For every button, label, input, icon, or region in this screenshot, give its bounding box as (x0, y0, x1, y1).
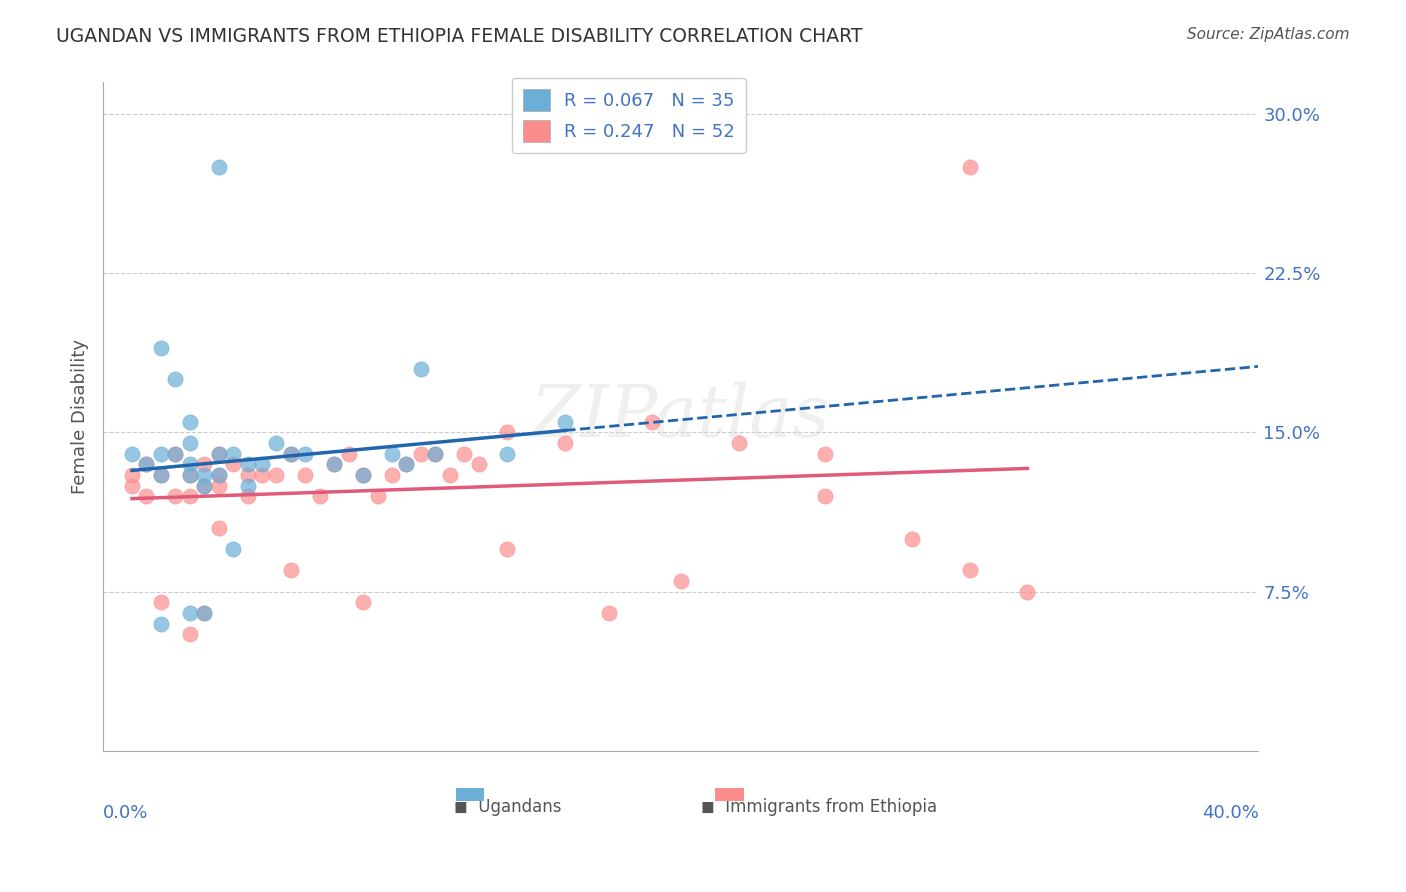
Point (669, 574, 692, 588)
Point (554, 415, 576, 429)
Point (439, 467, 461, 482)
Point (179, 415, 201, 429)
Point (208, 160, 231, 174)
Point (554, 436, 576, 450)
Point (280, 447, 302, 461)
Point (179, 458, 201, 472)
Point (193, 606, 215, 620)
Point (179, 627, 201, 641)
Point (352, 467, 374, 482)
Text: ◼  Immigrants from Ethiopia: ◼ Immigrants from Ethiopia (702, 797, 938, 816)
FancyBboxPatch shape (456, 788, 485, 801)
Point (323, 458, 346, 472)
Point (222, 447, 245, 461)
Text: ZIPatlas: ZIPatlas (531, 381, 831, 452)
Point (266, 467, 288, 482)
Point (149, 467, 172, 482)
Point (409, 447, 432, 461)
Point (179, 606, 201, 620)
Point (294, 467, 316, 482)
Point (395, 458, 418, 472)
Point (425, 447, 447, 461)
Point (814, 489, 837, 503)
Text: 0.0%: 0.0% (103, 804, 149, 822)
Point (496, 542, 519, 557)
Point (266, 436, 288, 450)
Legend: R = 0.067   N = 35, R = 0.247   N = 52: R = 0.067 N = 35, R = 0.247 N = 52 (512, 78, 745, 153)
Point (323, 458, 346, 472)
Point (193, 458, 215, 472)
Point (208, 467, 231, 482)
Point (208, 478, 231, 492)
Point (959, 564, 981, 578)
Point (193, 478, 215, 492)
Point (121, 467, 143, 482)
Point (193, 606, 215, 620)
Point (149, 447, 172, 461)
Point (641, 415, 664, 429)
Point (352, 595, 374, 609)
Point (179, 436, 201, 450)
Point (901, 532, 924, 546)
Point (179, 467, 201, 482)
Point (381, 447, 404, 461)
Point (179, 467, 201, 482)
Text: 40.0%: 40.0% (1202, 804, 1258, 822)
Point (381, 467, 404, 482)
Point (280, 564, 302, 578)
Point (467, 458, 489, 472)
Point (453, 447, 475, 461)
Point (149, 616, 172, 631)
Point (352, 467, 374, 482)
Point (727, 436, 749, 450)
Point (425, 447, 447, 461)
Point (149, 341, 172, 355)
Point (1017, 584, 1039, 599)
Point (308, 489, 330, 503)
Point (236, 458, 259, 472)
Point (121, 447, 143, 461)
Point (193, 467, 215, 482)
Point (208, 467, 231, 482)
Point (250, 458, 273, 472)
Point (222, 458, 245, 472)
Text: UGANDAN VS IMMIGRANTS FROM ETHIOPIA FEMALE DISABILITY CORRELATION CHART: UGANDAN VS IMMIGRANTS FROM ETHIOPIA FEMA… (56, 27, 863, 45)
Text: Source: ZipAtlas.com: Source: ZipAtlas.com (1187, 27, 1350, 42)
Point (250, 467, 273, 482)
Point (598, 606, 620, 620)
Point (208, 447, 231, 461)
Point (496, 447, 519, 461)
Point (395, 458, 418, 472)
Point (294, 447, 316, 461)
Point (814, 447, 837, 461)
Point (165, 489, 187, 503)
Point (337, 447, 360, 461)
Point (121, 478, 143, 492)
Point (236, 489, 259, 503)
Y-axis label: Female Disability: Female Disability (72, 339, 89, 494)
Point (959, 160, 981, 174)
Point (236, 478, 259, 492)
Point (222, 542, 245, 557)
Point (135, 458, 157, 472)
Point (208, 447, 231, 461)
Point (496, 425, 519, 440)
Point (280, 447, 302, 461)
Point (165, 372, 187, 386)
Point (367, 489, 389, 503)
Point (135, 458, 157, 472)
Point (236, 467, 259, 482)
FancyBboxPatch shape (716, 788, 744, 801)
Point (193, 478, 215, 492)
Point (165, 447, 187, 461)
Point (149, 595, 172, 609)
Point (409, 361, 432, 376)
Text: ◼  Ugandans: ◼ Ugandans (454, 797, 561, 816)
Point (135, 489, 157, 503)
Point (179, 489, 201, 503)
Point (208, 521, 231, 535)
Point (165, 447, 187, 461)
Point (149, 467, 172, 482)
